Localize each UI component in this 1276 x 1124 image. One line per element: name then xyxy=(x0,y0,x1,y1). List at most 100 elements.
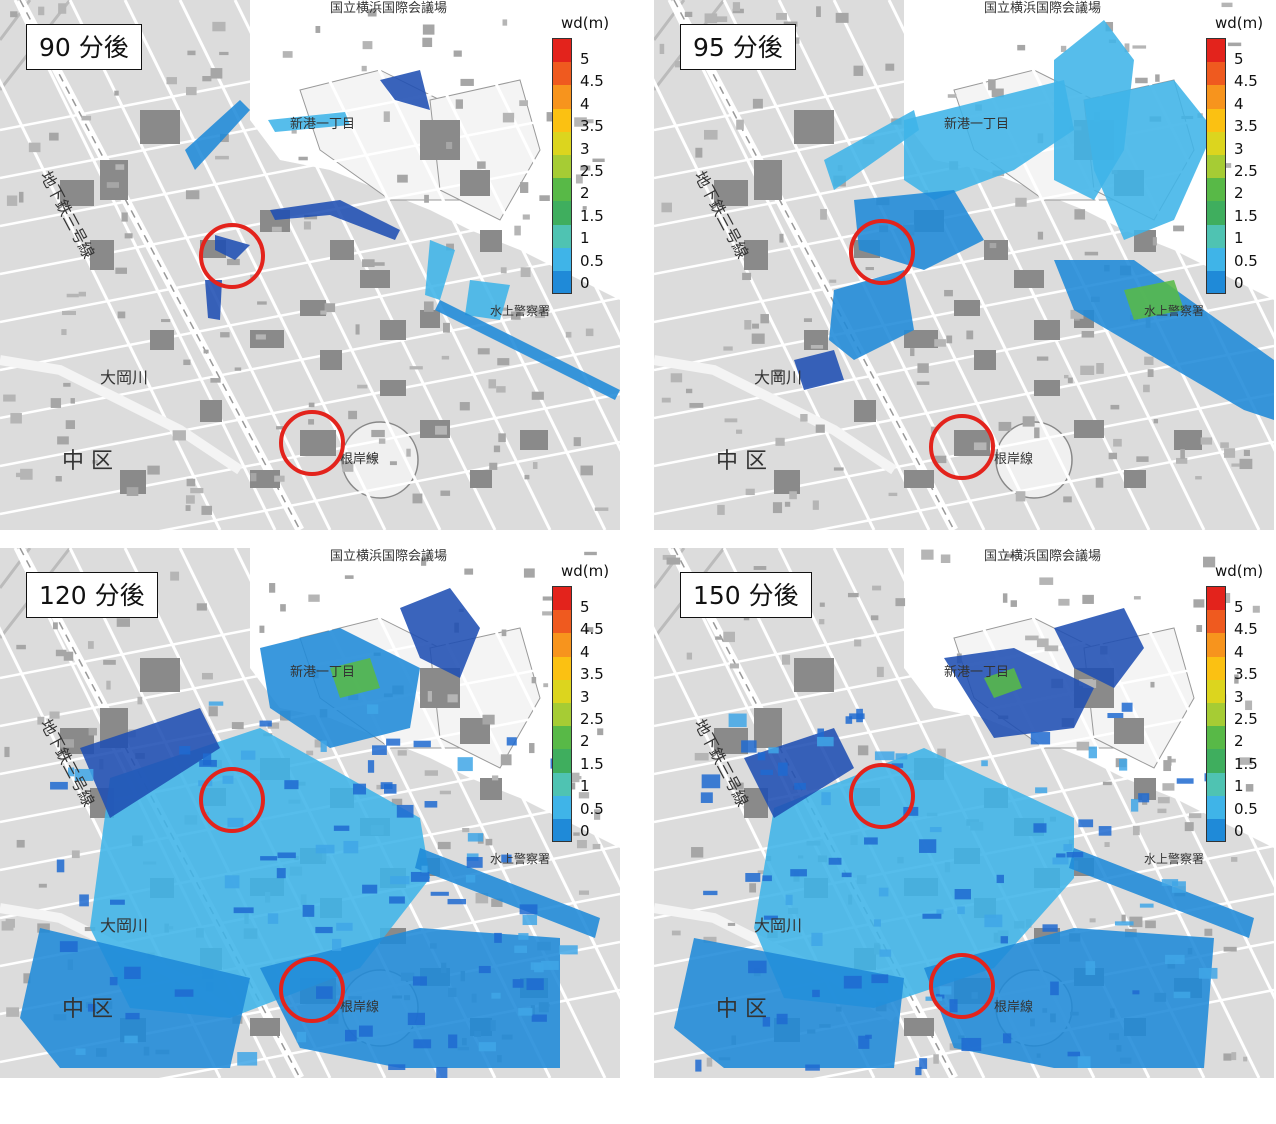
building xyxy=(378,438,386,444)
legend-color-segment xyxy=(1207,633,1225,657)
building xyxy=(6,195,18,206)
legend-tick-label: 2.5 xyxy=(580,162,604,180)
map-panel-150: 国立横浜国際会議場 新港一丁目 地下鉄三号線 大岡川中 区水上警察署 根岸線 150 分… xyxy=(654,548,1274,1078)
flood-patch xyxy=(874,751,895,761)
building xyxy=(1180,449,1185,459)
building xyxy=(489,462,498,470)
legend-color-segment xyxy=(1207,224,1225,248)
flood-patch xyxy=(1173,991,1191,999)
flood-patch xyxy=(929,827,942,833)
building xyxy=(62,310,77,316)
building xyxy=(435,425,447,435)
flood-patch xyxy=(1078,819,1094,828)
street xyxy=(997,548,1261,1078)
building xyxy=(1132,45,1147,49)
legend-tick-label: 3 xyxy=(580,687,590,706)
map-label: 大岡川 xyxy=(754,916,802,935)
building xyxy=(789,491,797,500)
building xyxy=(1136,456,1149,462)
depth-legend: wd(m) 5 4.5 4 3.5 3 2.5 2 1.5 1 0.5 0 xyxy=(550,14,620,294)
building xyxy=(1162,783,1175,791)
building xyxy=(781,654,791,665)
legend-tick-label: 4.5 xyxy=(1234,620,1258,639)
flood-patch xyxy=(501,854,512,863)
building xyxy=(1155,74,1160,82)
building xyxy=(1082,594,1094,604)
building xyxy=(210,68,223,79)
building xyxy=(529,743,535,754)
building xyxy=(60,739,75,748)
flood-patch xyxy=(320,740,327,752)
flood-area xyxy=(268,112,350,132)
flood-patch xyxy=(372,745,387,755)
building xyxy=(348,410,358,420)
building xyxy=(1245,784,1254,792)
building xyxy=(269,583,276,593)
street xyxy=(0,104,620,228)
building xyxy=(998,421,1012,431)
legend-tick-label: 0 xyxy=(580,274,590,292)
building xyxy=(210,378,221,383)
building xyxy=(324,303,336,313)
building xyxy=(1153,419,1159,424)
flood-patch xyxy=(302,904,315,917)
building xyxy=(459,402,470,411)
building xyxy=(330,240,354,260)
building xyxy=(480,230,502,252)
building xyxy=(475,892,489,904)
building xyxy=(820,208,827,220)
flood-area xyxy=(984,668,1022,698)
building xyxy=(70,398,75,404)
building xyxy=(984,240,1008,260)
map-label: 中 区 xyxy=(62,449,113,474)
flood-patch xyxy=(864,837,878,845)
building xyxy=(250,470,280,488)
building xyxy=(724,418,738,423)
building xyxy=(933,1054,939,1064)
building xyxy=(947,94,957,98)
legend-color-segment xyxy=(1207,702,1225,727)
building xyxy=(511,311,521,320)
building xyxy=(477,161,486,169)
legend-title: wd(m) xyxy=(560,14,610,32)
legend-tick-label: 1 xyxy=(1234,777,1244,796)
map-panel-90: 国立横浜国際会議場 新港一丁目 地下鉄三号線 大岡川中 区水上警察署 根岸線 90 分後… xyxy=(0,0,620,530)
street xyxy=(1107,548,1274,888)
building xyxy=(406,448,411,457)
building xyxy=(1015,491,1026,502)
building xyxy=(371,429,385,438)
map-panel-95: 国立横浜国際会議場 新港一丁目 地下鉄三号線 大岡川中 区水上警察署 根岸線 95 分後… xyxy=(654,0,1274,530)
legend-tick-label: 3.5 xyxy=(1234,117,1258,136)
flood-patch xyxy=(845,716,853,724)
flood-area xyxy=(90,728,430,1018)
building xyxy=(774,470,800,494)
building xyxy=(520,267,531,278)
map-label: 根岸線 xyxy=(994,999,1033,1015)
building xyxy=(1152,237,1157,246)
flood-patch xyxy=(336,922,353,931)
legend-color-segment xyxy=(553,818,571,841)
building xyxy=(524,474,530,480)
building xyxy=(1034,320,1060,340)
building xyxy=(300,300,326,316)
building xyxy=(582,119,594,124)
flood-patch xyxy=(1000,936,1008,944)
flood-area xyxy=(1124,280,1184,320)
flood-patch xyxy=(494,932,502,943)
building xyxy=(115,164,125,170)
building xyxy=(187,50,196,56)
building xyxy=(1129,916,1143,928)
legend-color-segment xyxy=(553,224,571,248)
building xyxy=(854,639,862,647)
building xyxy=(573,832,580,836)
flood-patch xyxy=(821,792,831,806)
legend-tick-label: 1.5 xyxy=(1234,206,1258,225)
building xyxy=(185,190,200,200)
building xyxy=(573,437,581,447)
building xyxy=(794,110,834,144)
building xyxy=(49,711,60,719)
map-label: 中 区 xyxy=(716,449,767,474)
building xyxy=(88,727,97,736)
building xyxy=(522,214,530,220)
building xyxy=(1227,42,1242,47)
